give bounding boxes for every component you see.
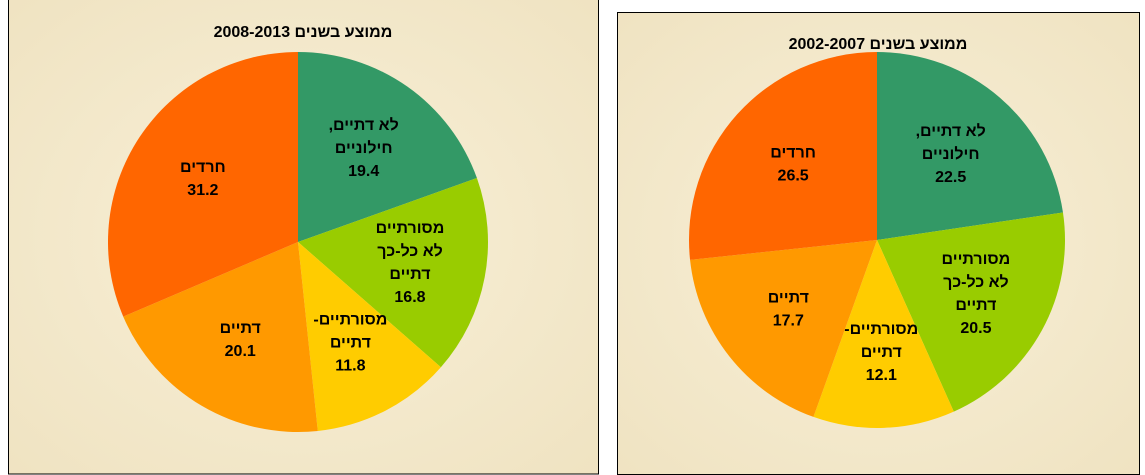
value-label: 26.5 xyxy=(778,167,809,184)
pie-slice xyxy=(813,240,954,428)
slice-label: דתיים xyxy=(330,334,371,351)
pie-slice xyxy=(298,52,477,242)
chart-title: ממוצע בשנים 2008-2013 xyxy=(214,24,393,41)
pie-slice xyxy=(123,242,318,432)
slice-label: דתיים xyxy=(861,344,902,361)
pie-slice xyxy=(298,178,488,368)
slice-label: דתיים xyxy=(768,289,809,306)
slice-label: מסורתיים- xyxy=(313,311,387,328)
slice-label: דתיים xyxy=(220,320,261,337)
value-label: 19.4 xyxy=(348,163,379,180)
slice-label: לא כל-כך xyxy=(943,273,1009,291)
slice-label: חרדים xyxy=(180,159,226,176)
slice-label: חרדים xyxy=(770,144,816,161)
pie-slice xyxy=(877,52,1063,240)
value-label: 20.5 xyxy=(960,320,991,337)
pie-slice xyxy=(689,52,877,260)
value-label: 12.1 xyxy=(866,367,897,384)
slice-label: לא דתיים, xyxy=(916,122,986,140)
pie-slice xyxy=(690,240,877,417)
chart-title: ממוצע בשנים 2002-2007 xyxy=(789,36,968,53)
slice-label: חילוניים xyxy=(922,145,980,163)
slice-label: מסורתיים xyxy=(376,220,445,237)
value-label: 11.8 xyxy=(335,357,365,374)
slice-label: דתיים xyxy=(955,297,996,314)
pie-slice xyxy=(108,52,299,317)
slice-label: לא דתיים, xyxy=(329,116,399,134)
value-label: 22.5 xyxy=(935,169,966,186)
pie-slice xyxy=(298,242,441,431)
value-label: 31.2 xyxy=(187,182,218,199)
slice-label: מסורתיים xyxy=(942,251,1011,268)
slice-label: מסורתיים- xyxy=(844,321,918,338)
value-label: 20.1 xyxy=(225,343,256,360)
slice-label: לא כל-כך xyxy=(377,242,443,260)
pie-slice xyxy=(877,212,1065,412)
slice-label: חילוניים xyxy=(335,139,393,157)
value-label: 17.7 xyxy=(773,312,804,329)
value-label: 16.8 xyxy=(394,289,425,306)
slice-label: דתיים xyxy=(389,266,430,283)
